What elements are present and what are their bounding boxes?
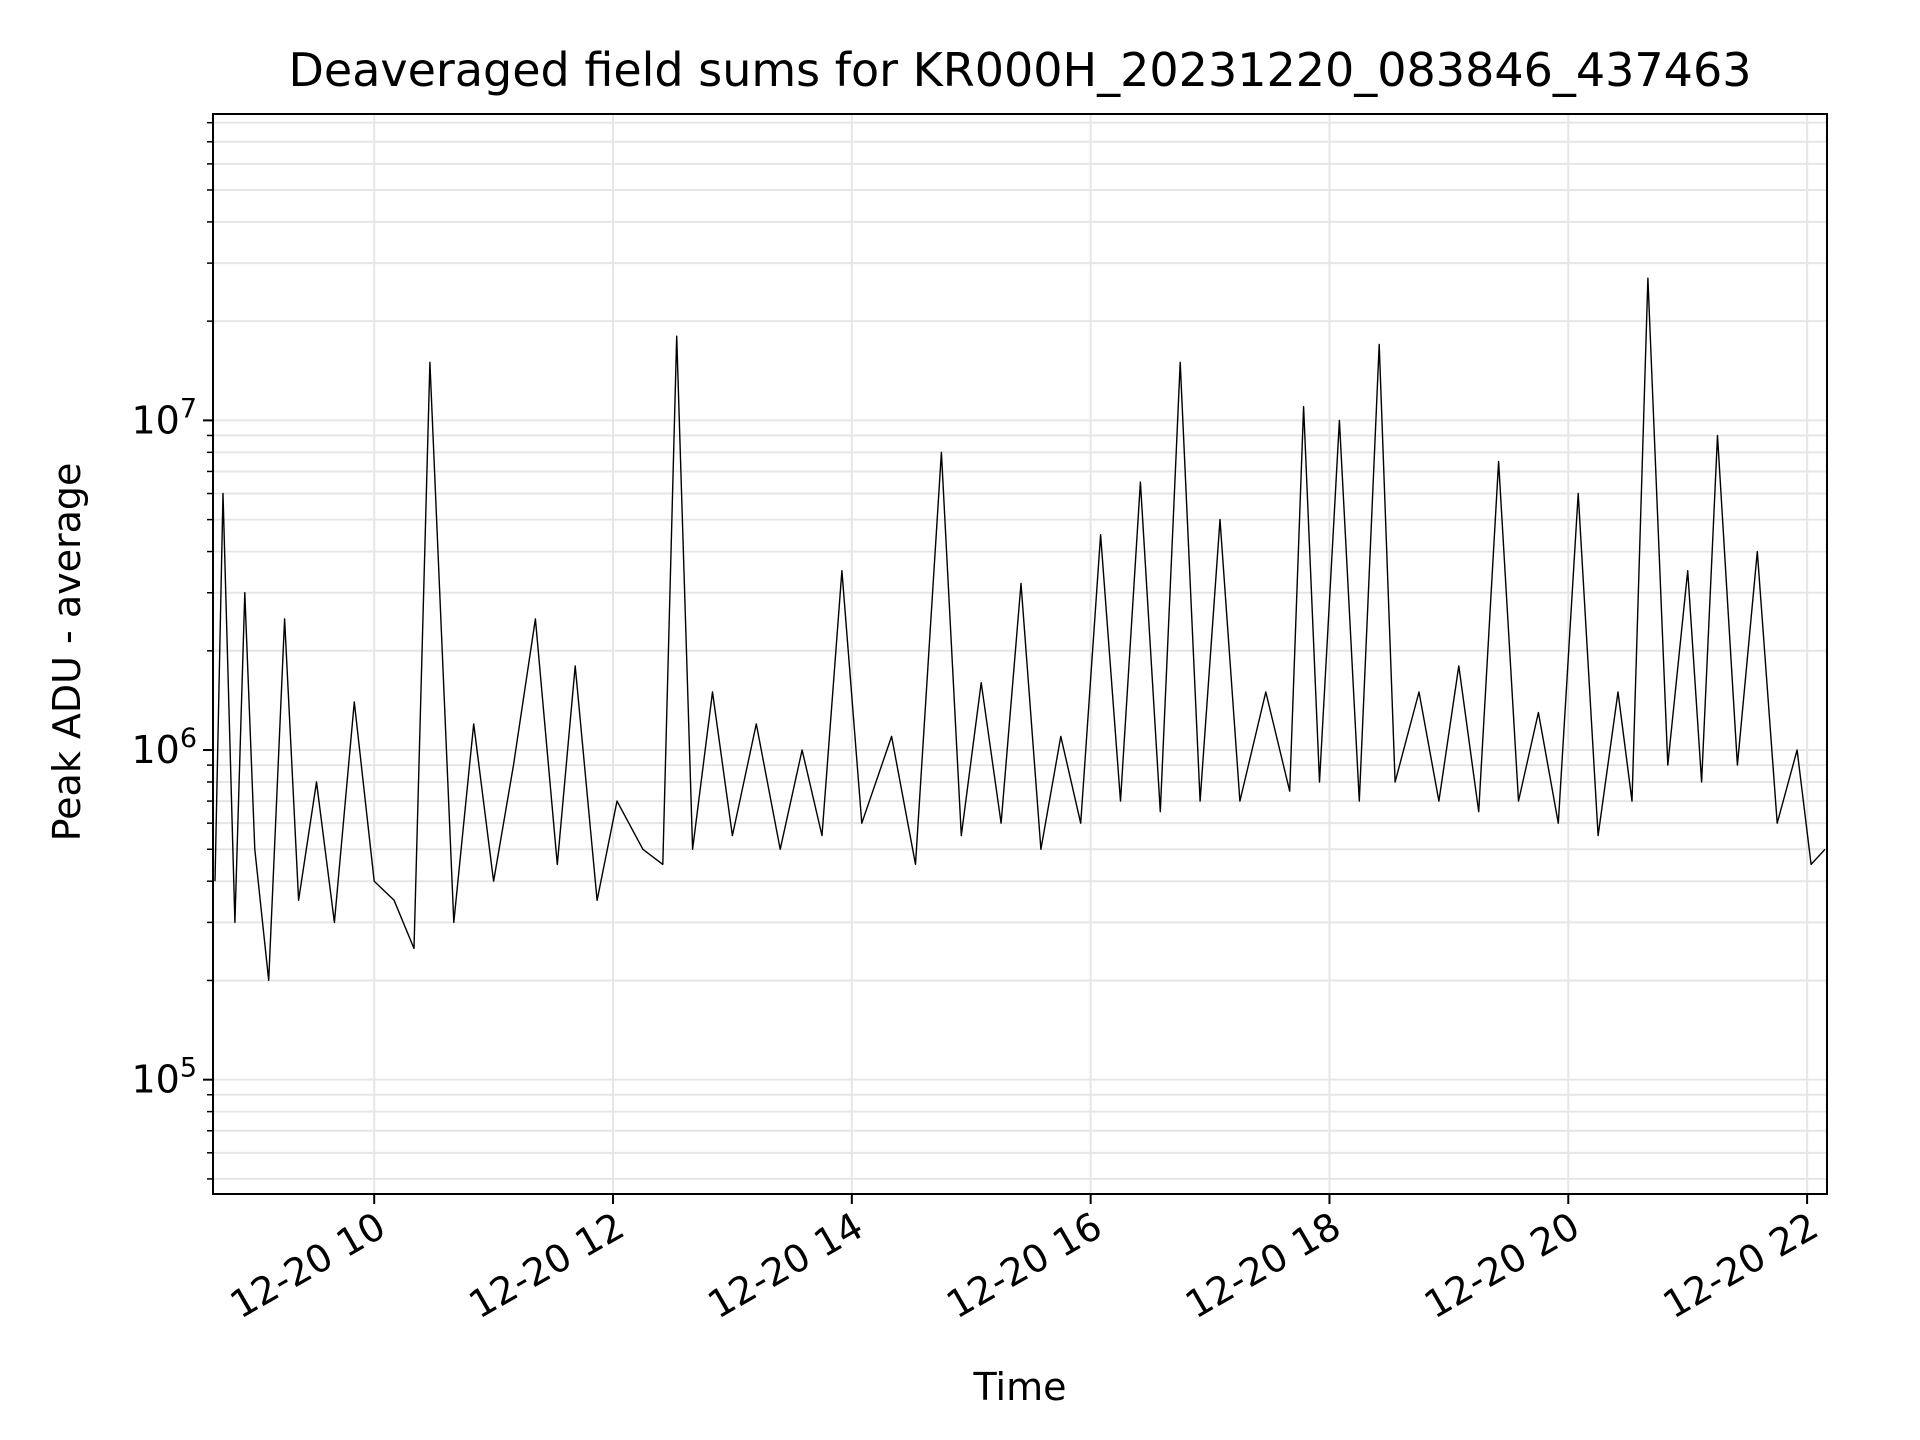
x-tick-label: 12-20 20 [1417,1204,1587,1328]
y-tick-label: 107 [131,393,197,442]
x-axis-label: Time [973,1365,1067,1409]
x-tick-label: 12-20 22 [1656,1204,1826,1328]
grid [213,114,1827,1194]
x-tick-label: 12-20 12 [462,1204,632,1328]
chart-title: Deaveraged field sums for KR000H_2023122… [289,43,1752,97]
plot-series [214,277,1826,982]
x-tick-label: 12-20 14 [700,1204,870,1328]
y-ticks: 105 106 107 [131,121,213,1180]
series-line [214,277,1826,982]
y-axis-label: Peak ADU - average [45,463,89,842]
x-ticks: 12-20 10 12-20 12 12-20 14 12-20 16 12-20 18… [223,1194,1826,1327]
y-tick-label: 106 [131,723,197,772]
x-tick-label: 12-20 10 [223,1204,393,1328]
plot-frame [212,113,1828,1195]
x-tick-label: 12-20 18 [1178,1204,1348,1328]
y-tick-label: 105 [131,1053,197,1102]
x-tick-label: 12-20 16 [939,1204,1109,1328]
